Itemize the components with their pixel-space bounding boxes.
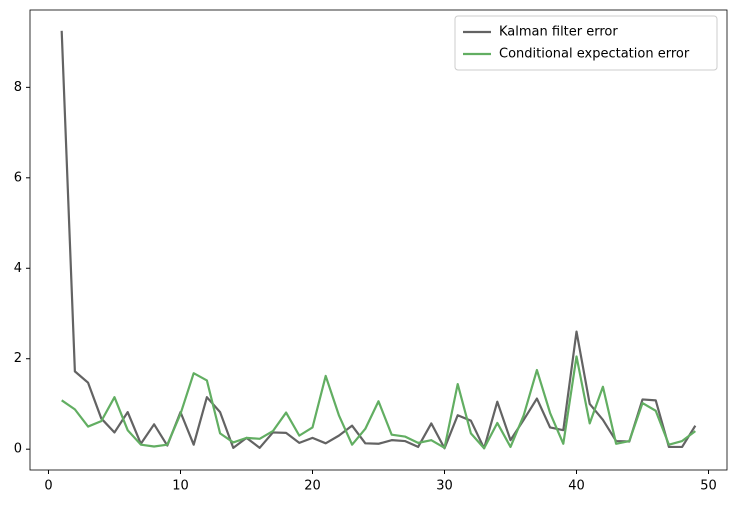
y-tick-label: 8 (14, 80, 22, 95)
x-tick-label: 30 (436, 479, 453, 494)
y-tick-label: 6 (14, 170, 22, 185)
line-series (61, 355, 696, 450)
y-tick-label: 0 (14, 442, 22, 457)
x-tick-label: 0 (44, 479, 52, 494)
x-tick-label: 50 (700, 479, 717, 494)
x-tick-label: 40 (568, 479, 585, 494)
legend-label: Conditional expectation error (499, 47, 690, 62)
line-series (60, 30, 697, 450)
x-tick-label: 10 (172, 479, 189, 494)
y-tick-label: 4 (14, 261, 22, 276)
x-tick-label: 20 (304, 479, 321, 494)
legend-box (454, 15, 718, 71)
plot-frame (29, 9, 728, 471)
y-tick-label: 2 (14, 351, 22, 366)
legend-label: Kalman filter error (499, 25, 618, 40)
